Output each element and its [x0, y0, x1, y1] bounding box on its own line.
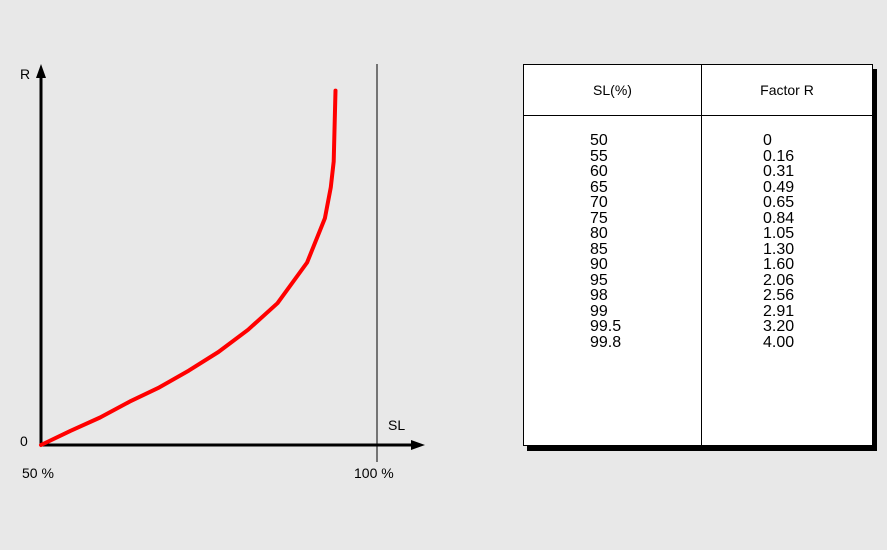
factor-r-cell: 0.31 — [763, 163, 795, 180]
sl-factor-table: SL(%) Factor R 50 55 60 65 70 75 80 85 90 95 98 99 9… — [523, 64, 873, 446]
factor-r-cell: 2.06 — [763, 271, 795, 289]
factor-r-cell: 1.05 — [763, 225, 795, 242]
axes — [36, 64, 425, 462]
factor-r-cell: 4.00 — [763, 333, 795, 351]
sl-cell: 50 — [590, 132, 608, 149]
sl-cell: 90 — [590, 256, 608, 273]
sl-cell: 99 — [590, 302, 608, 320]
sl-cell: 60 — [590, 163, 608, 180]
x-axis-arrow — [411, 440, 425, 450]
sl-cell: 55 — [590, 147, 608, 165]
table-header-sl: SL(%) — [593, 82, 632, 98]
x-tick-label-50: 50 % — [22, 465, 54, 481]
sl-column: 50 55 60 65 70 75 80 85 90 95 98 99 99.5 99.8 — [590, 133, 621, 350]
curve-layer — [39, 88, 338, 447]
factor-r-cell: 0.84 — [763, 209, 795, 227]
y-axis-label: R — [20, 66, 30, 82]
sl-cell: 95 — [590, 271, 608, 289]
factor-r-cell: 0 — [763, 132, 772, 149]
sl-cell: 70 — [590, 194, 608, 211]
factor-r-cell: 1.30 — [763, 240, 795, 258]
sl-cell: 99.8 — [590, 333, 622, 351]
header-divider — [524, 115, 872, 116]
sl-cell: 80 — [590, 225, 608, 242]
y-tick-label-0: 0 — [20, 433, 28, 449]
x-axis-label: SL — [388, 417, 405, 433]
factor-r-curve — [39, 88, 338, 447]
sl-cell: 85 — [590, 240, 608, 258]
column-divider — [701, 65, 702, 445]
factor-r-cell: 0.49 — [763, 178, 795, 196]
sl-cell: 99.5 — [590, 318, 622, 335]
sl-cell: 65 — [590, 178, 608, 196]
factor-r-cell: 0.65 — [763, 194, 795, 211]
sl-cell: 98 — [590, 287, 608, 304]
x-tick-label-100: 100 % — [354, 465, 394, 481]
sl-cell: 75 — [590, 209, 608, 227]
table-header-factor-r: Factor R — [760, 82, 814, 98]
factor-r-cell: 1.60 — [763, 256, 795, 273]
factor-r-cell: 3.20 — [763, 318, 795, 335]
y-axis-arrow — [36, 64, 46, 78]
factor-r-column: 0 0.16 0.31 0.49 0.65 0.84 1.05 1.30 1.60 2.06 2.5… — [763, 133, 794, 350]
factor-r-cell: 2.56 — [763, 287, 795, 304]
factor-r-cell: 0.16 — [763, 147, 795, 165]
factor-r-cell: 2.91 — [763, 302, 795, 320]
